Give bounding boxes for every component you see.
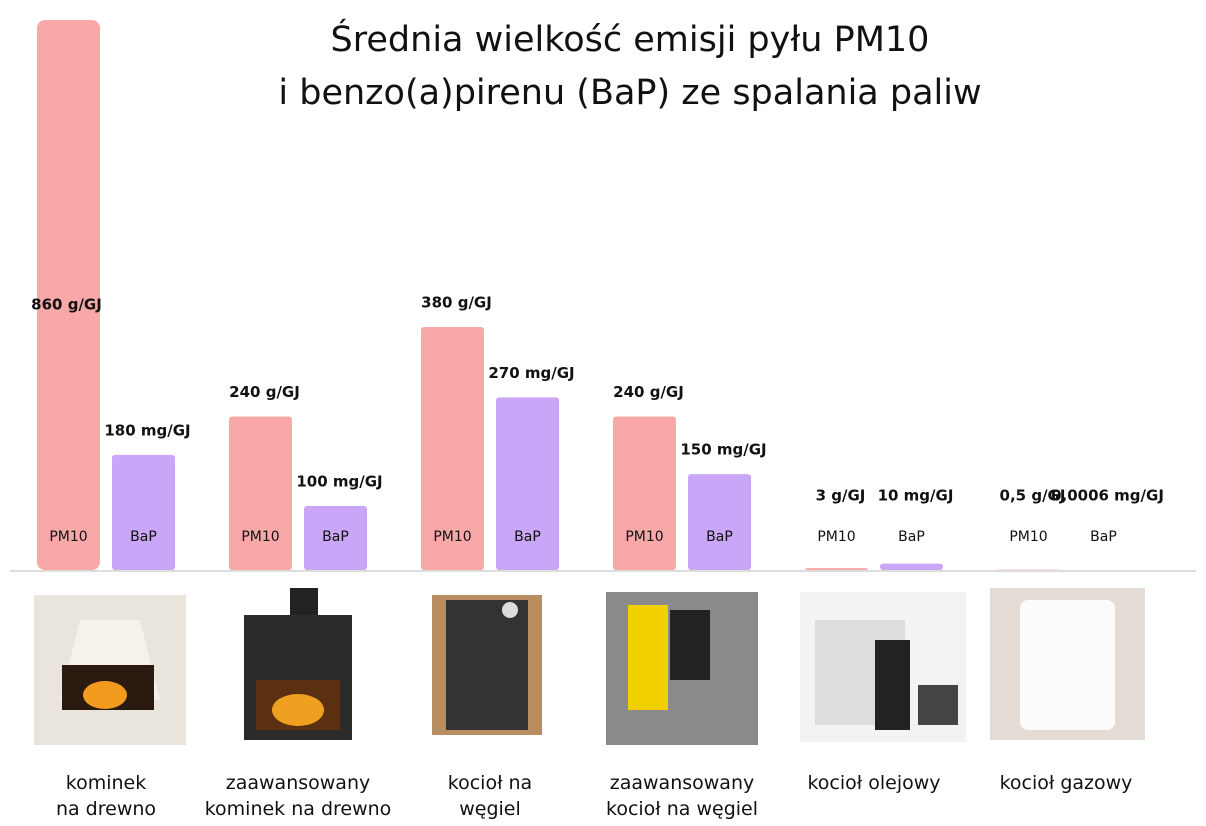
series-label: BaP xyxy=(130,529,157,545)
series-label: BaP xyxy=(1090,529,1117,545)
series-label: PM10 xyxy=(625,529,663,545)
category-label: kocioł gazowy xyxy=(966,770,1166,796)
value-label: 240 g/GJ xyxy=(229,383,300,401)
chart-title: Średnia wielkość emisji pyłu PM10 i benz… xyxy=(230,14,1030,120)
series-label: BaP xyxy=(706,529,733,545)
category-label: kocioł na węgiel xyxy=(390,770,590,822)
bar xyxy=(880,564,943,570)
bar xyxy=(613,417,676,570)
value-label: 240 g/GJ xyxy=(613,383,684,401)
bar xyxy=(805,568,868,570)
bar xyxy=(229,417,292,570)
series-label: PM10 xyxy=(817,529,855,545)
value-label: 150 mg/GJ xyxy=(680,441,766,459)
value-label: 0,0006 mg/GJ xyxy=(1051,487,1164,505)
value-label: 380 g/GJ xyxy=(421,293,492,311)
bar xyxy=(112,455,175,570)
series-label: PM10 xyxy=(433,529,471,545)
series-label: PM10 xyxy=(241,529,279,545)
series-label: BaP xyxy=(898,529,925,545)
series-label: BaP xyxy=(514,529,541,545)
category-label: kominek na drewno xyxy=(6,770,206,822)
page: PM10 860 g/GJ BaP 180 mg/GJ PM10 240 g/GJ BaP 1… xyxy=(0,0,1206,826)
value-label: 3 g/GJ xyxy=(816,487,866,505)
category-label: zaawansowany kominek na drewno xyxy=(198,770,398,822)
value-label: 180 mg/GJ xyxy=(104,421,190,439)
chart: PM10 860 g/GJ BaP 180 mg/GJ PM10 240 g/GJ BaP 1… xyxy=(0,0,1206,826)
images xyxy=(34,588,1145,745)
value-label: 100 mg/GJ xyxy=(296,473,382,491)
value-label: 270 mg/GJ xyxy=(488,364,574,382)
bar xyxy=(688,474,751,570)
value-label: 10 mg/GJ xyxy=(878,487,954,505)
category-label: zaawansowany kocioł na węgiel xyxy=(582,770,782,822)
series-label: PM10 xyxy=(49,529,87,545)
series-label: BaP xyxy=(322,529,349,545)
category-label: kocioł olejowy xyxy=(774,770,974,796)
value-label: 860 g/GJ xyxy=(31,296,102,314)
series-label: PM10 xyxy=(1009,529,1047,545)
